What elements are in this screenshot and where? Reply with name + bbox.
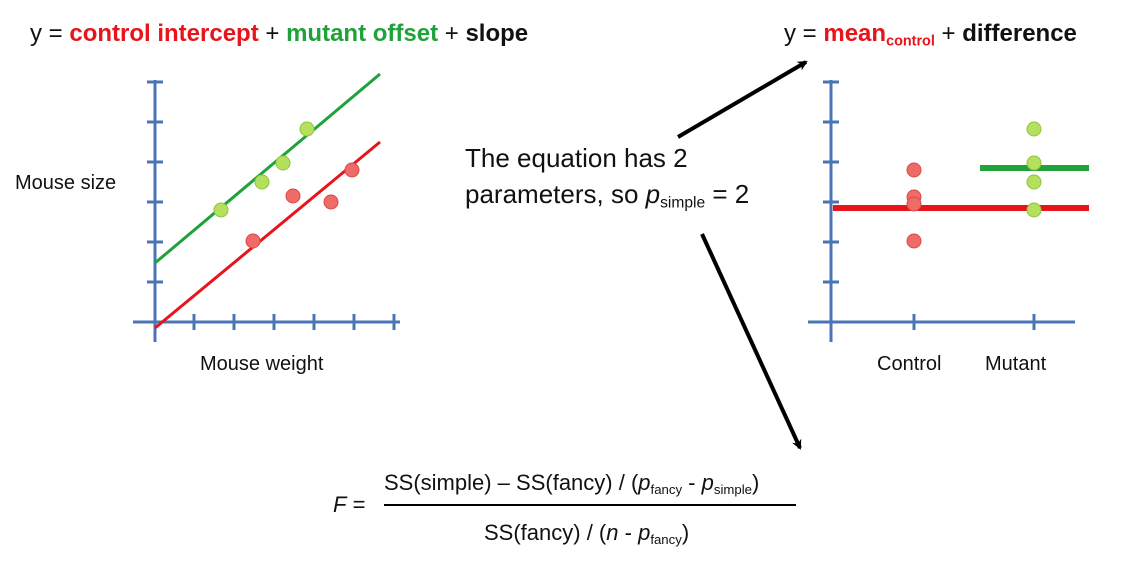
numerator-minus: -: [682, 470, 702, 495]
formula-numerator: SS(simple) – SS(fancy) / (pfancy - psimp…: [384, 470, 759, 496]
formula-denominator: SS(fancy) / (n - pfancy): [484, 520, 689, 546]
denominator-p-fancy-sub: fancy: [650, 531, 682, 547]
mutant-point: [1026, 121, 1042, 137]
numerator-p-fancy-sub: fancy: [650, 481, 683, 497]
left-plot-xlabel: Mouse weight: [200, 353, 324, 375]
middle-text: The equation has 2 parameters, so psimpl…: [465, 140, 749, 212]
right-plot-mutant-points: [1026, 121, 1042, 218]
numerator-close: ): [751, 470, 760, 495]
denominator-n: n: [606, 520, 619, 545]
right-equation: y = meancontrol + difference: [784, 20, 1077, 50]
mutant-point: [254, 174, 270, 190]
control-intercept-term: control intercept: [69, 20, 259, 47]
numerator-p-simple-sub: simple: [713, 481, 752, 497]
formula-equals: =: [346, 492, 366, 517]
mean-term: meancontrol: [823, 20, 935, 50]
right-plot-axes: [808, 80, 1075, 342]
denominator-minus: -: [618, 520, 639, 545]
left-plot-axes: [133, 80, 400, 342]
mutant-offset-term: mutant offset: [286, 20, 439, 47]
mean-term-subscript: control: [886, 33, 935, 50]
right-plot-category-control: Control: [877, 353, 942, 375]
denominator-p-fancy: p: [638, 520, 651, 545]
control-point: [906, 162, 922, 178]
left-equation-plus-2: +: [438, 20, 466, 47]
mutant-point: [299, 121, 315, 137]
middle-text-line-2-end: = 2: [705, 179, 750, 209]
numerator-ss-part: SS(simple) – SS(fancy) / (: [384, 470, 639, 495]
right-equation-prefix: y =: [784, 20, 824, 47]
left-plot-mutant-points: [213, 121, 315, 218]
mutant-point: [1026, 174, 1042, 190]
control-point: [906, 233, 922, 249]
right-equation-plus: +: [934, 20, 963, 47]
left-plot-control-points: [245, 162, 360, 249]
formula-lhs: F =: [333, 492, 365, 518]
middle-text-line-2-start: parameters, so: [465, 179, 646, 209]
numerator-p-fancy: p: [638, 470, 651, 495]
p-simple-subscript: simple: [660, 194, 706, 212]
denominator-ss-part: SS(fancy) / (: [484, 520, 607, 545]
mutant-point: [275, 155, 291, 171]
middle-text-line-2: parameters, so psimple = 2: [465, 176, 749, 212]
arrow-to-right-equation: [676, 60, 808, 139]
mutant-point: [1026, 202, 1042, 218]
control-point: [245, 233, 261, 249]
right-plot-category-mutant: Mutant: [985, 353, 1047, 375]
denominator-close: ): [681, 520, 690, 545]
mean-term-label: mean: [823, 20, 887, 47]
middle-text-line-1: The equation has 2: [465, 143, 688, 173]
left-equation: y = control intercept + mutant offset + …: [30, 20, 528, 48]
difference-term: difference: [962, 20, 1077, 47]
control-point: [285, 188, 301, 204]
f-symbol: F: [333, 492, 347, 517]
numerator-p-simple: p: [701, 470, 714, 495]
right-plot-control-points: [906, 162, 922, 249]
left-equation-plus-1: +: [258, 20, 287, 47]
mutant-point: [213, 202, 229, 218]
mutant-point: [1026, 155, 1042, 171]
mutant-fit-line: [154, 72, 381, 265]
p-symbol: p: [645, 179, 661, 209]
arrow-to-formula: [700, 233, 802, 450]
left-equation-prefix: y =: [30, 20, 70, 47]
left-plot-ylabel: Mouse size: [15, 172, 117, 194]
control-fit-line: [154, 140, 381, 330]
slope-term: slope: [465, 20, 529, 47]
control-point: [906, 196, 922, 212]
control-point: [344, 162, 360, 178]
control-point: [323, 194, 339, 210]
